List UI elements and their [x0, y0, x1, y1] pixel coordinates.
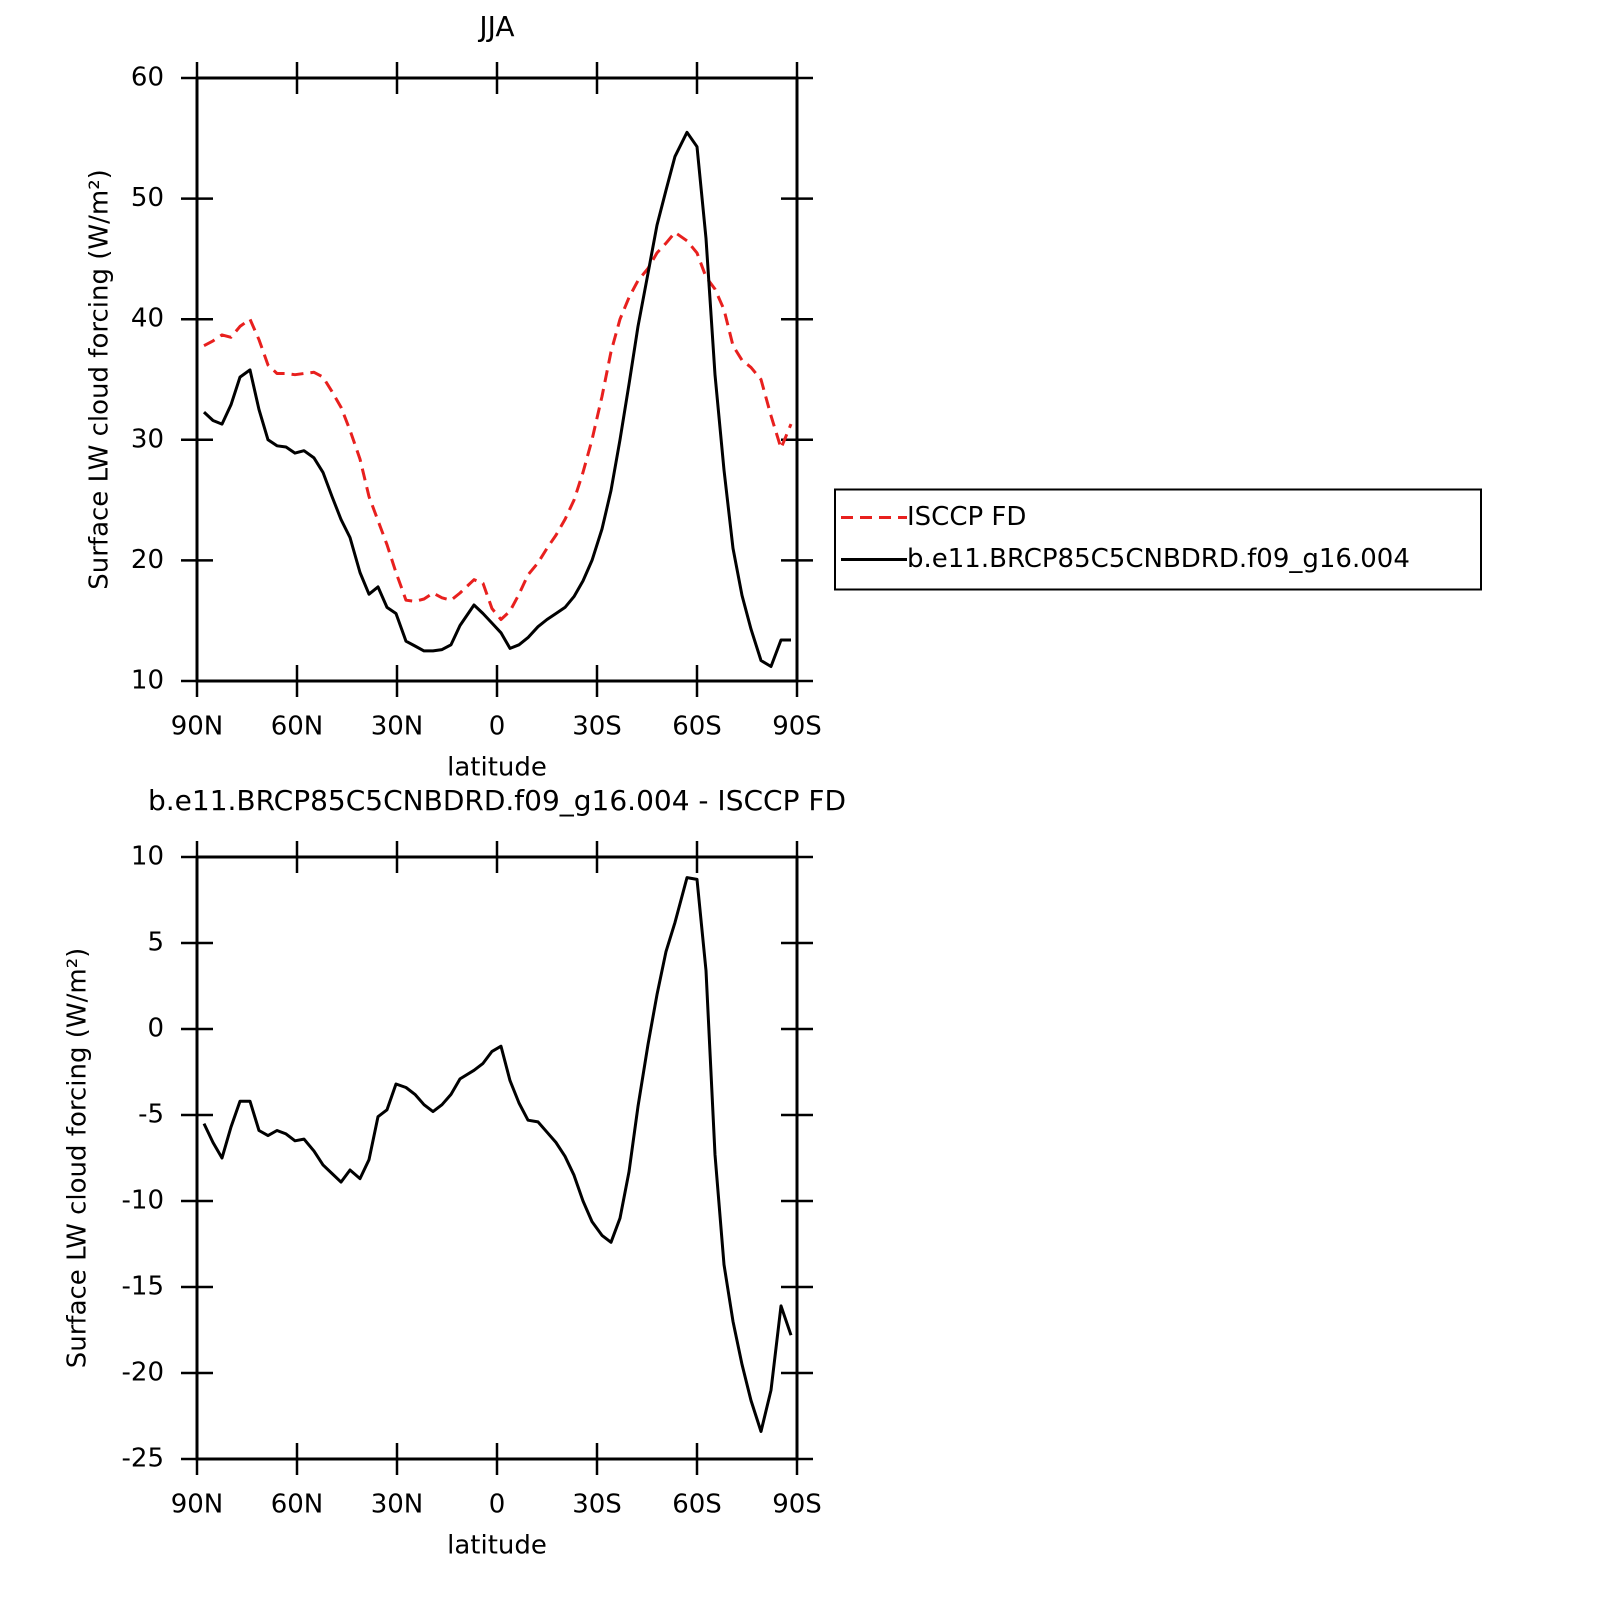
x-axis-label: latitude — [447, 753, 547, 783]
x-tick-label: 30S — [572, 712, 622, 742]
x-tick-label: 60N — [271, 1490, 324, 1520]
x-tick-label: 90S — [772, 712, 822, 742]
y-tick-label: -5 — [138, 1100, 164, 1130]
legend-label: b.e11.BRCP85C5CNBDRD.f09_g16.004 — [907, 544, 1410, 574]
y-tick-label: 40 — [131, 304, 164, 334]
x-tick-label: 0 — [489, 1490, 506, 1520]
y-tick-label: 20 — [131, 545, 164, 575]
x-tick-label: 30S — [572, 1490, 622, 1520]
y-tick-label: -15 — [122, 1272, 164, 1302]
data-line — [202, 130, 791, 668]
x-tick-label: 90N — [171, 1490, 224, 1520]
x-tick-label: 0 — [489, 712, 506, 742]
x-tick-label: 30N — [371, 712, 424, 742]
chart-title: JJA — [477, 10, 514, 43]
y-tick-label: 30 — [131, 424, 164, 454]
y-tick-label: 5 — [147, 928, 164, 958]
chart-title: b.e11.BRCP85C5CNBDRD.f09_g16.004 - ISCCP… — [148, 784, 846, 817]
x-tick-label: 90N — [171, 712, 224, 742]
plot-frame — [195, 76, 799, 683]
plot-frame — [195, 855, 799, 1461]
y-tick-label: 10 — [131, 666, 164, 696]
y-axis-label: Surface LW cloud forcing (W/m²) — [63, 948, 93, 1369]
x-tick-label: 60N — [271, 712, 324, 742]
y-tick-label: 60 — [131, 63, 164, 93]
data-line — [203, 230, 793, 621]
y-axis-label: Surface LW cloud forcing (W/m²) — [85, 169, 115, 590]
x-tick-label: 60S — [672, 1490, 722, 1520]
y-tick-label: -25 — [122, 1444, 164, 1474]
x-tick-label: 60S — [672, 712, 722, 742]
x-axis-label: latitude — [447, 1531, 547, 1561]
x-tick-label: 30N — [371, 1490, 424, 1520]
y-tick-label: 50 — [131, 183, 164, 213]
legend-label: ISCCP FD — [907, 502, 1026, 532]
y-tick-label: 0 — [147, 1014, 164, 1044]
data-line — [202, 876, 793, 1433]
x-tick-label: 90S — [772, 1490, 822, 1520]
y-tick-label: 10 — [131, 842, 164, 872]
legend-box — [834, 488, 1482, 591]
y-tick-label: -10 — [122, 1186, 164, 1216]
y-tick-label: -20 — [122, 1358, 164, 1388]
